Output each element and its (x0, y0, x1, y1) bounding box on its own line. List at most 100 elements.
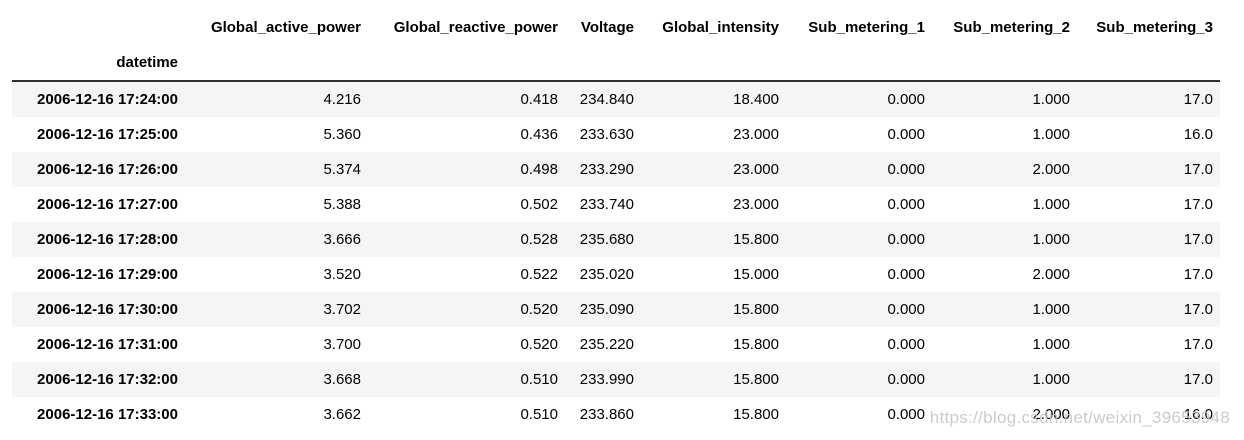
table-cell: 233.860 (579, 406, 634, 423)
row-index-datetime: 2006-12-16 17:32:00 (37, 371, 178, 388)
table-cell: 3.702 (323, 301, 361, 318)
table-row: 2006-12-16 17:26:00 5.374 0.498 233.290 23.0… (12, 152, 1220, 187)
row-index-datetime: 2006-12-16 17:29:00 (37, 266, 178, 283)
table-cell: 5.388 (323, 196, 361, 213)
index-name-row-spacer (779, 45, 925, 81)
column-header: Sub_metering_1 (808, 19, 925, 36)
table-cell: 0.000 (887, 161, 925, 178)
index-name-row-spacer (361, 45, 558, 81)
table-cell: 234.840 (579, 91, 634, 108)
table-cell: 23.000 (733, 161, 779, 178)
table-cell: 0.000 (887, 196, 925, 213)
table-cell: 0.000 (887, 91, 925, 108)
table-cell: 0.498 (520, 161, 558, 178)
table-cell: 235.220 (579, 336, 634, 353)
table-cell: 0.510 (520, 371, 558, 388)
table-row: 2006-12-16 17:24:00 4.216 0.418 234.840 18.4… (12, 81, 1220, 117)
table-cell: 23.000 (733, 196, 779, 213)
table-cell: 1.000 (1032, 301, 1070, 318)
table-cell: 3.662 (323, 406, 361, 423)
table-cell: 3.668 (323, 371, 361, 388)
column-header: Voltage (580, 19, 634, 36)
table-cell: 0.528 (520, 231, 558, 248)
table-cell: 2.000 (1032, 161, 1070, 178)
column-header: Global_active_power (210, 19, 361, 36)
index-name-label: datetime (116, 54, 178, 71)
table-cell: 15.800 (733, 336, 779, 353)
table-cell: 235.090 (579, 301, 634, 318)
table-row: 2006-12-16 17:25:00 5.360 0.436 233.630 23.0… (12, 117, 1220, 152)
table-cell: 17.0 (1183, 91, 1213, 108)
index-name-row-spacer (925, 45, 1070, 81)
table-row: 2006-12-16 17:27:00 5.388 0.502 233.740 23.0… (12, 187, 1220, 222)
table-cell: 0.520 (520, 336, 558, 353)
table-cell: 0.436 (520, 126, 558, 143)
table-cell: 23.000 (733, 126, 779, 143)
column-header: Sub_metering_2 (953, 19, 1070, 36)
table-cell: 2.000 (1032, 406, 1070, 423)
table-cell: 17.0 (1183, 336, 1213, 353)
table-cell: 1.000 (1032, 196, 1070, 213)
table-cell: 0.000 (887, 406, 925, 423)
index-name-row-spacer (1070, 45, 1220, 81)
table-cell: 0.418 (520, 91, 558, 108)
table-header: Global_active_power Global_reactive_power… (12, 10, 1220, 81)
table-cell: 235.020 (579, 266, 634, 283)
table-cell: 1.000 (1032, 371, 1070, 388)
table-cell: 235.680 (579, 231, 634, 248)
column-header: Sub_metering_3 (1096, 19, 1213, 36)
table-cell: 17.0 (1183, 371, 1213, 388)
table-row: 2006-12-16 17:28:00 3.666 0.528 235.680 15.8… (12, 222, 1220, 257)
column-header-row: Global_active_power Global_reactive_power… (12, 10, 1220, 45)
table-cell: 233.740 (579, 196, 634, 213)
table-cell: 233.630 (579, 126, 634, 143)
table-row: 2006-12-16 17:32:00 3.668 0.510 233.990 15.8… (12, 362, 1220, 397)
row-index-datetime: 2006-12-16 17:25:00 (37, 126, 178, 143)
table-cell: 3.666 (323, 231, 361, 248)
table-cell: 0.502 (520, 196, 558, 213)
table-cell: 17.0 (1183, 266, 1213, 283)
table-cell: 0.000 (887, 301, 925, 318)
row-index-datetime: 2006-12-16 17:28:00 (37, 231, 178, 248)
table-cell: 0.520 (520, 301, 558, 318)
table-cell: 4.216 (323, 91, 361, 108)
table-row: 2006-12-16 17:29:00 3.520 0.522 235.020 15.0… (12, 257, 1220, 292)
table-cell: 0.000 (887, 231, 925, 248)
table-cell: 5.360 (323, 126, 361, 143)
table-cell: 15.800 (733, 371, 779, 388)
table-cell: 1.000 (1032, 91, 1070, 108)
index-header-spacer (12, 10, 178, 45)
table-cell: 233.290 (579, 161, 634, 178)
column-header: Global_intensity (662, 19, 779, 36)
row-index-datetime: 2006-12-16 17:24:00 (37, 91, 178, 108)
table-cell: 3.700 (323, 336, 361, 353)
table-cell: 0.522 (520, 266, 558, 283)
table-cell: 16.0 (1183, 406, 1213, 423)
row-index-datetime: 2006-12-16 17:30:00 (37, 301, 178, 318)
table-cell: 5.374 (323, 161, 361, 178)
row-index-datetime: 2006-12-16 17:33:00 (37, 406, 178, 423)
column-header: Global_reactive_power (393, 19, 558, 36)
index-name-row-spacer (634, 45, 779, 81)
table-cell: 3.520 (323, 266, 361, 283)
index-name-row-spacer (178, 45, 361, 81)
table-cell: 17.0 (1183, 231, 1213, 248)
table-cell: 0.510 (520, 406, 558, 423)
table-cell: 0.000 (887, 266, 925, 283)
table-cell: 2.000 (1032, 266, 1070, 283)
table-cell: 1.000 (1032, 231, 1070, 248)
table-row: 2006-12-16 17:31:00 3.700 0.520 235.220 15.8… (12, 327, 1220, 362)
table-cell: 15.000 (733, 266, 779, 283)
table-cell: 17.0 (1183, 301, 1213, 318)
table-cell: 16.0 (1183, 126, 1213, 143)
row-index-datetime: 2006-12-16 17:26:00 (37, 161, 178, 178)
table-cell: 15.800 (733, 231, 779, 248)
table-cell: 0.000 (887, 336, 925, 353)
table-cell: 17.0 (1183, 196, 1213, 213)
table-cell: 15.800 (733, 301, 779, 318)
dataframe-table: Global_active_power Global_reactive_power… (12, 10, 1220, 432)
table-row: 2006-12-16 17:30:00 3.702 0.520 235.090 15.8… (12, 292, 1220, 327)
table-row: 2006-12-16 17:33:00 3.662 0.510 233.860 15.8… (12, 397, 1220, 432)
row-index-datetime: 2006-12-16 17:27:00 (37, 196, 178, 213)
